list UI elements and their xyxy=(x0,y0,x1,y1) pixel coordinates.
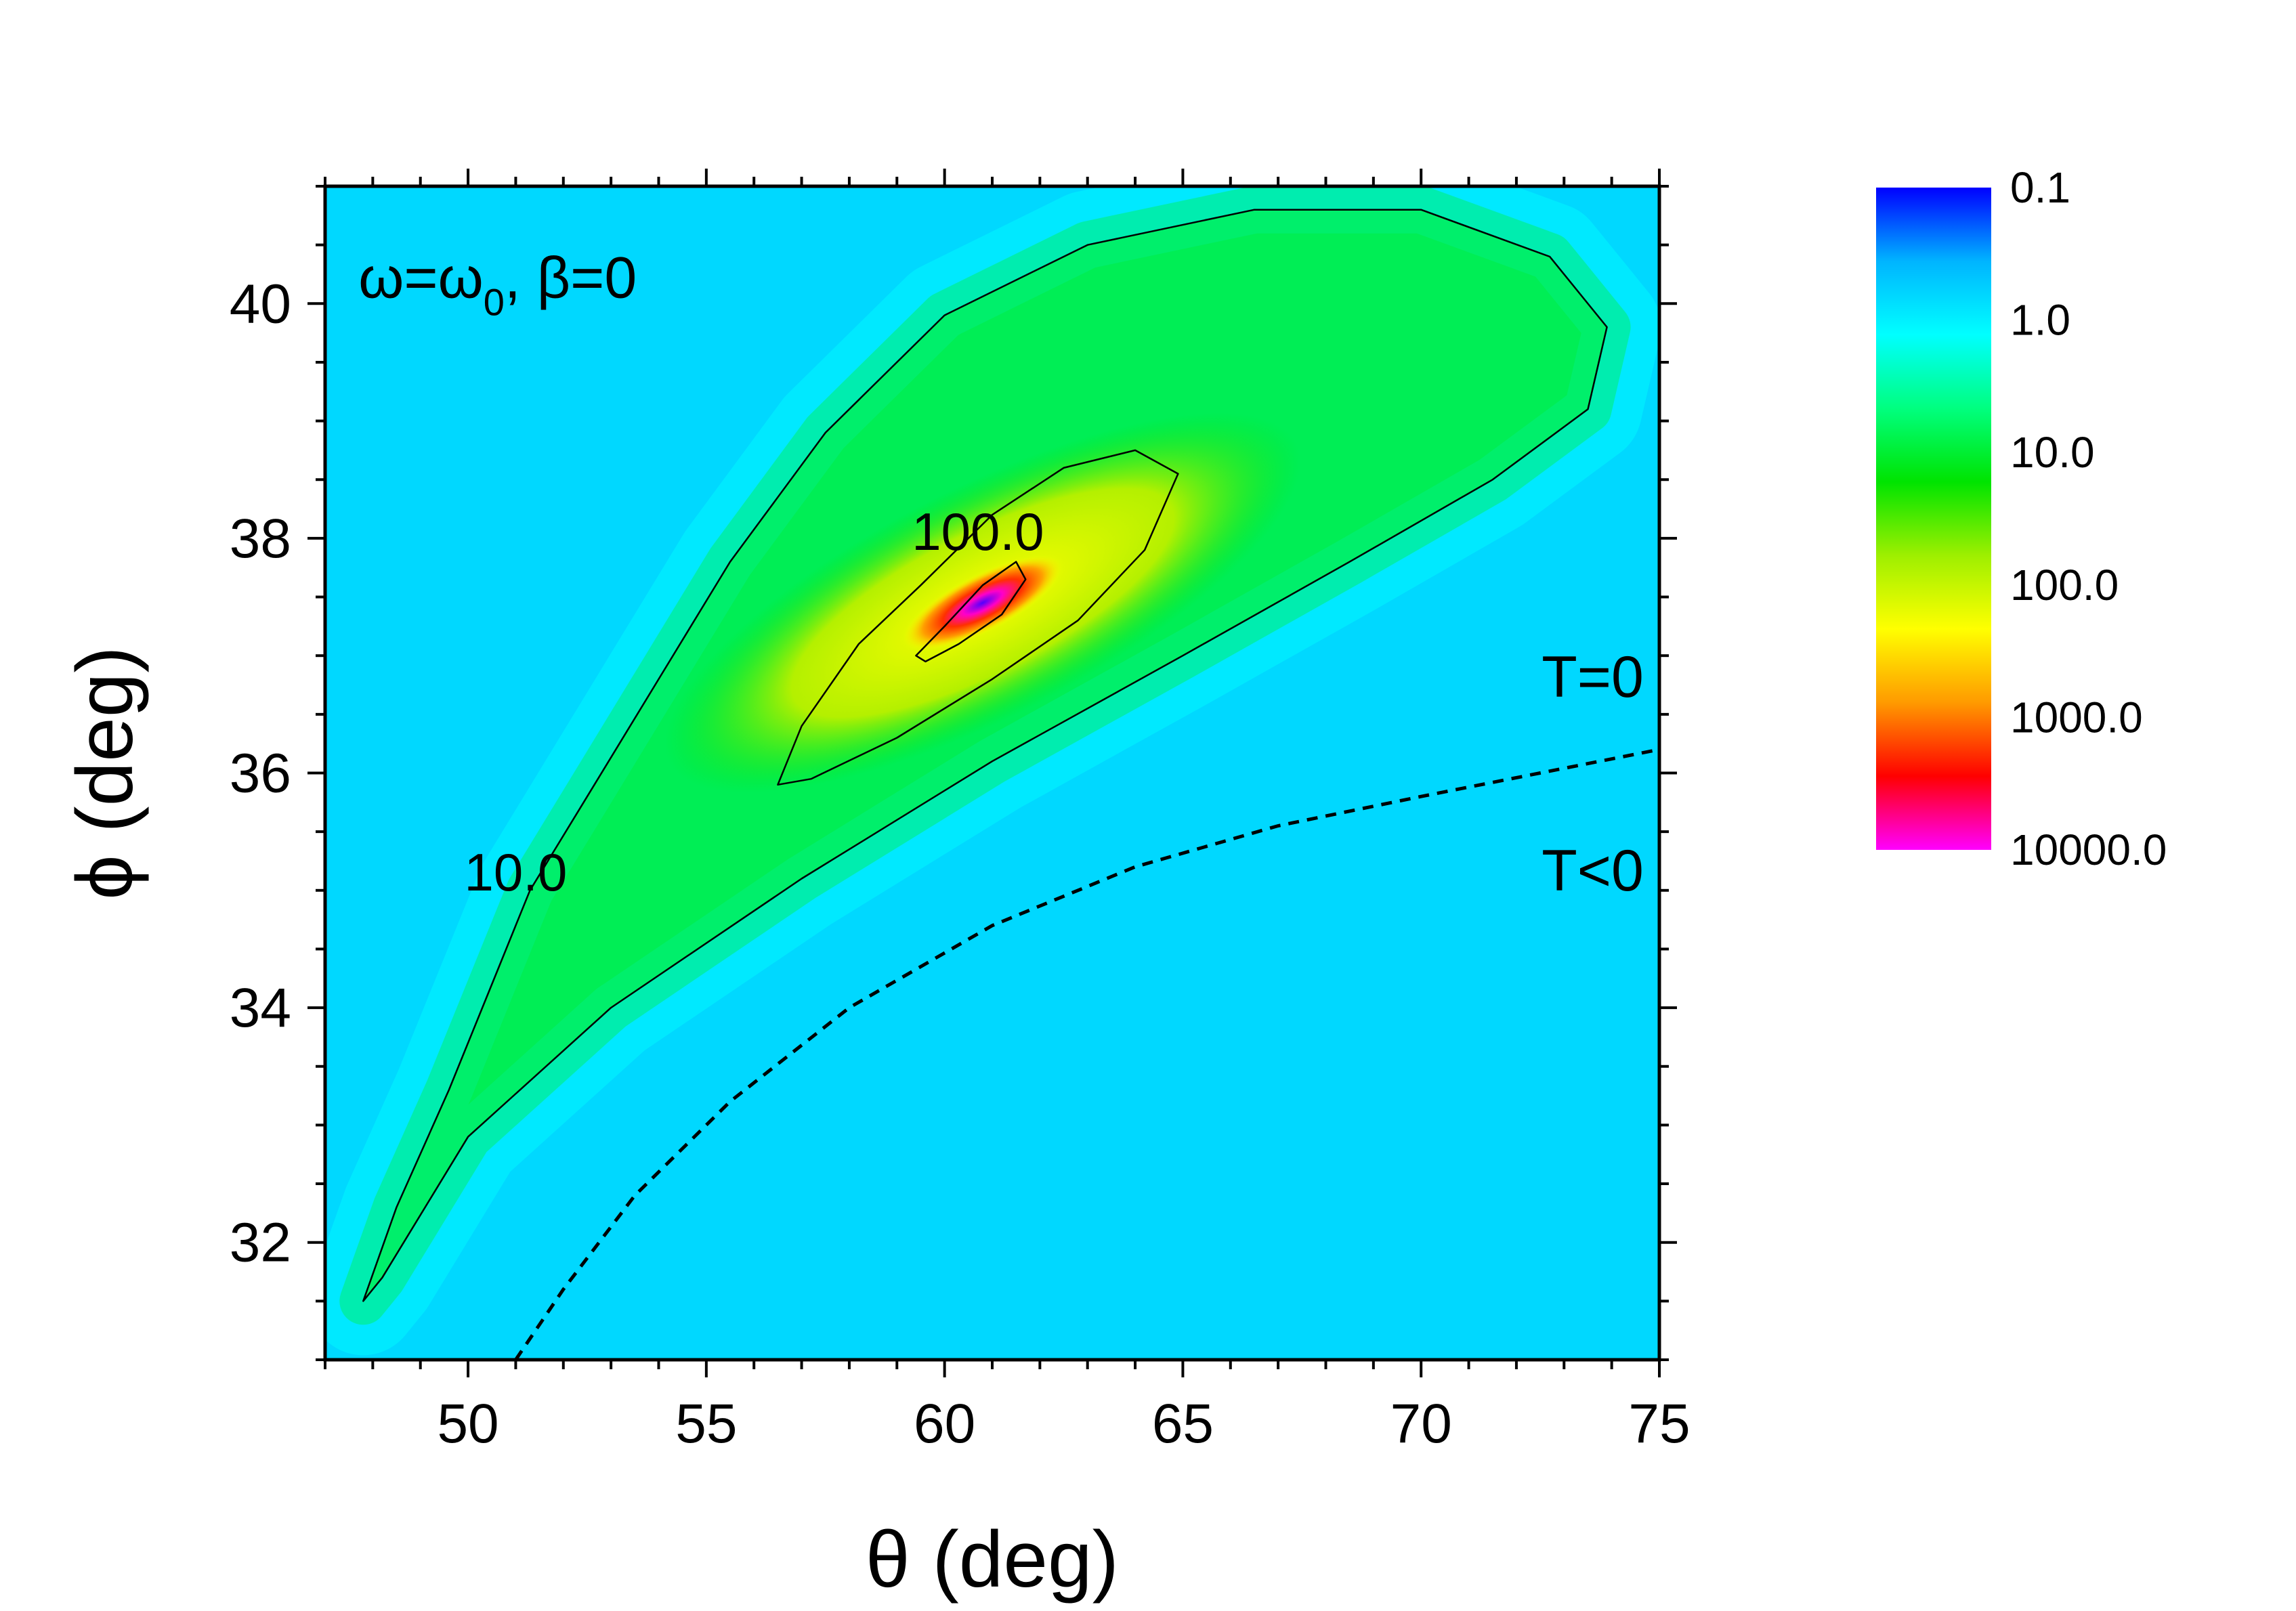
colorbar-tick-label: 1000.0 xyxy=(2010,693,2143,742)
contour-line xyxy=(362,209,1608,1302)
colorbar-tick-label: 10.0 xyxy=(2010,428,2095,477)
colorbar-tick-label: 0.1 xyxy=(2010,163,2070,212)
x-tick-label: 60 xyxy=(914,1393,975,1455)
x-tick-label: 55 xyxy=(675,1393,737,1455)
contour-line xyxy=(777,449,1179,786)
t-zero-boundary-line xyxy=(514,748,1659,1360)
colorbar-tick-label: 1.0 xyxy=(2010,296,2070,345)
x-axis: 50 55 60 65 70 75 xyxy=(324,169,1691,1455)
x-axis-title: θ (deg) xyxy=(866,1515,1119,1604)
annotation-omega-beta: ω=ω0, β=0 xyxy=(358,246,637,324)
x-tick-label: 65 xyxy=(1152,1393,1214,1455)
colorbar: 0.1 1.0 10.0 100.0 1000.0 10000.0 xyxy=(1876,163,2167,874)
contour-label: 10.0 xyxy=(465,842,568,902)
colorbar-gradient xyxy=(1876,188,1991,850)
plot-area: 10.0 100.0 xyxy=(325,186,1659,1360)
contour-line xyxy=(915,561,1027,663)
annotation-part: , β=0 xyxy=(505,246,637,311)
y-axis: 32 34 36 38 40 xyxy=(230,185,1677,1361)
x-tick-label: 75 xyxy=(1628,1393,1690,1455)
y-tick-label: 40 xyxy=(230,273,291,335)
y-tick-label: 32 xyxy=(230,1212,291,1274)
y-axis-title: ϕ (deg) xyxy=(60,646,150,899)
heatmap-peak-core xyxy=(903,555,1063,651)
y-tick-label: 34 xyxy=(230,977,291,1039)
x-tick-label: 70 xyxy=(1390,1393,1452,1455)
y-tick-label: 38 xyxy=(230,508,291,570)
contour-label: 100.0 xyxy=(912,502,1044,561)
annotation-t-zero: T=0 xyxy=(1542,645,1644,710)
annotation-t-neg: T<0 xyxy=(1542,838,1644,903)
annotation-subscript: 0 xyxy=(484,281,505,324)
plot-annotations: ω=ω0, β=0 T=0 T<0 xyxy=(358,246,1644,903)
colorbar-tick-label: 100.0 xyxy=(2010,561,2119,609)
colorbar-tick-label: 10000.0 xyxy=(2010,825,2167,874)
x-tick-label: 50 xyxy=(437,1393,498,1455)
y-tick-label: 36 xyxy=(230,743,291,804)
annotation-part: ω=ω xyxy=(358,246,484,311)
